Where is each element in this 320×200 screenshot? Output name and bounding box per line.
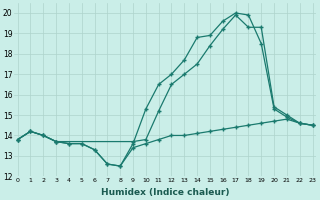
X-axis label: Humidex (Indice chaleur): Humidex (Indice chaleur) xyxy=(101,188,229,197)
